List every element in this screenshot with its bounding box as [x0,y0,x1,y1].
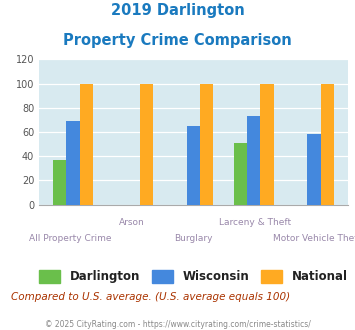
Bar [307,134,321,205]
Text: 2019 Darlington: 2019 Darlington [111,3,244,18]
Text: Larceny & Theft: Larceny & Theft [219,218,291,227]
Text: All Property Crime: All Property Crime [29,234,111,243]
Text: Property Crime Comparison: Property Crime Comparison [63,33,292,48]
Bar [234,143,247,205]
Text: © 2025 CityRating.com - https://www.cityrating.com/crime-statistics/: © 2025 CityRating.com - https://www.city… [45,320,310,329]
Bar [80,83,93,205]
Text: Compared to U.S. average. (U.S. average equals 100): Compared to U.S. average. (U.S. average … [11,292,290,302]
Text: Motor Vehicle Theft: Motor Vehicle Theft [273,234,355,243]
Bar [66,121,80,205]
Legend: Darlington, Wisconsin, National: Darlington, Wisconsin, National [34,266,353,288]
Text: Arson: Arson [119,218,144,227]
Bar [247,116,260,205]
Bar [200,83,213,205]
Bar [321,83,334,205]
Bar [260,83,274,205]
Bar [140,83,153,205]
Bar [187,126,200,205]
Bar [53,160,66,205]
Text: Burglary: Burglary [174,234,213,243]
